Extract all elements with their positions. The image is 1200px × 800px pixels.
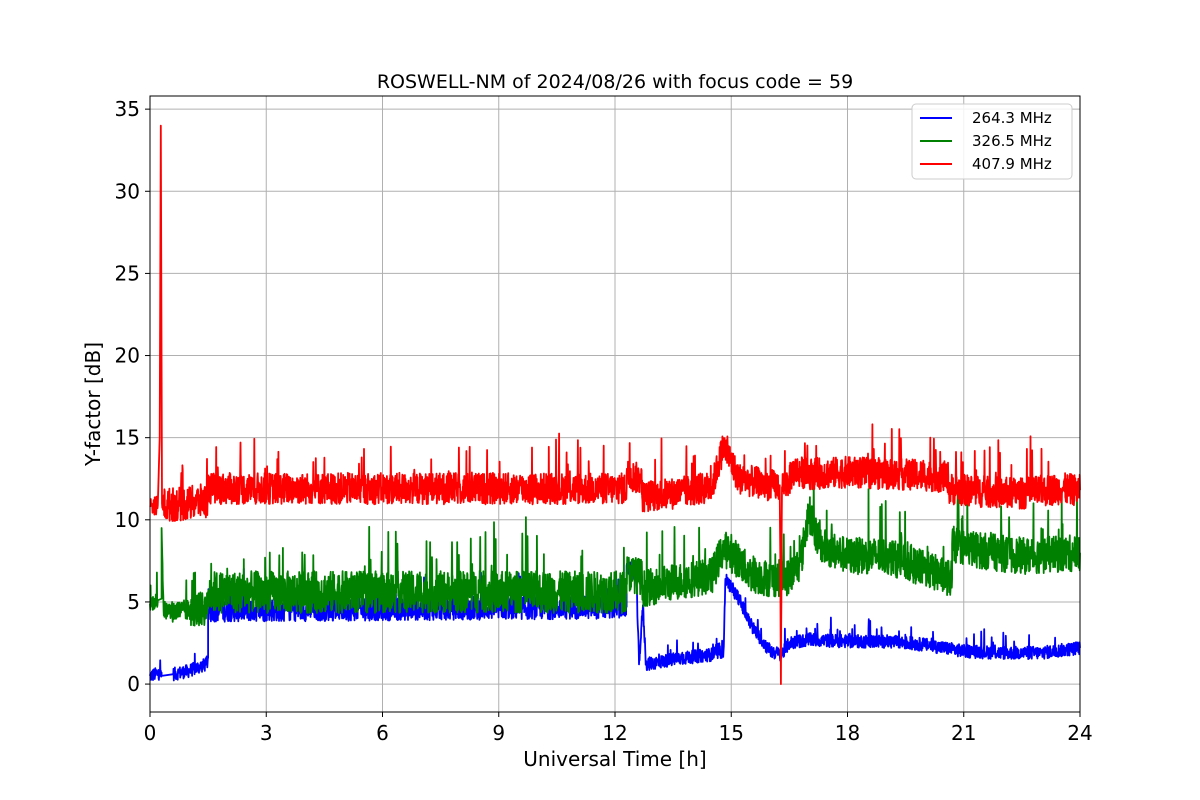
y-tick-label: 30 xyxy=(115,179,140,203)
x-tick-label: 15 xyxy=(719,721,744,745)
plot-lines xyxy=(149,124,1081,685)
y-tick-label: 10 xyxy=(115,508,140,532)
legend: 264.3 MHz 326.5 MHz 407.9 MHz xyxy=(911,103,1073,180)
chart-title: ROSWELL-NM of 2024/08/26 with focus code… xyxy=(377,71,853,93)
legend-label-2: 326.5 MHz xyxy=(972,132,1052,150)
x-tick-label: 0 xyxy=(144,721,157,745)
y-tick-label: 25 xyxy=(115,261,140,285)
legend-label-3: 407.9 MHz xyxy=(972,155,1052,173)
x-tick-label: 6 xyxy=(376,721,389,745)
series-line-3 xyxy=(149,124,1081,685)
y-tick-label: 5 xyxy=(127,590,140,614)
y-tick-label: 35 xyxy=(115,97,140,121)
x-tick-label: 12 xyxy=(602,721,627,745)
y-tick-label: 15 xyxy=(115,426,140,450)
legend-label-1: 264.3 MHz xyxy=(972,109,1052,127)
y-axis-ticks: 0 5 10 15 20 25 30 35 xyxy=(115,97,150,696)
series-line-2 xyxy=(149,474,1081,627)
x-axis-label: Universal Time [h] xyxy=(523,747,706,771)
y-axis-label: Y-factor [dB] xyxy=(81,342,105,467)
x-tick-label: 18 xyxy=(835,721,860,745)
x-tick-label: 9 xyxy=(492,721,505,745)
x-tick-label: 24 xyxy=(1067,721,1092,745)
x-axis-ticks: 0 3 6 9 12 15 18 21 24 xyxy=(144,712,1093,745)
x-tick-label: 21 xyxy=(951,721,976,745)
y-tick-label: 0 xyxy=(127,672,140,696)
legend-box xyxy=(911,103,1073,180)
x-tick-label: 3 xyxy=(260,721,273,745)
y-tick-label: 20 xyxy=(115,344,140,368)
